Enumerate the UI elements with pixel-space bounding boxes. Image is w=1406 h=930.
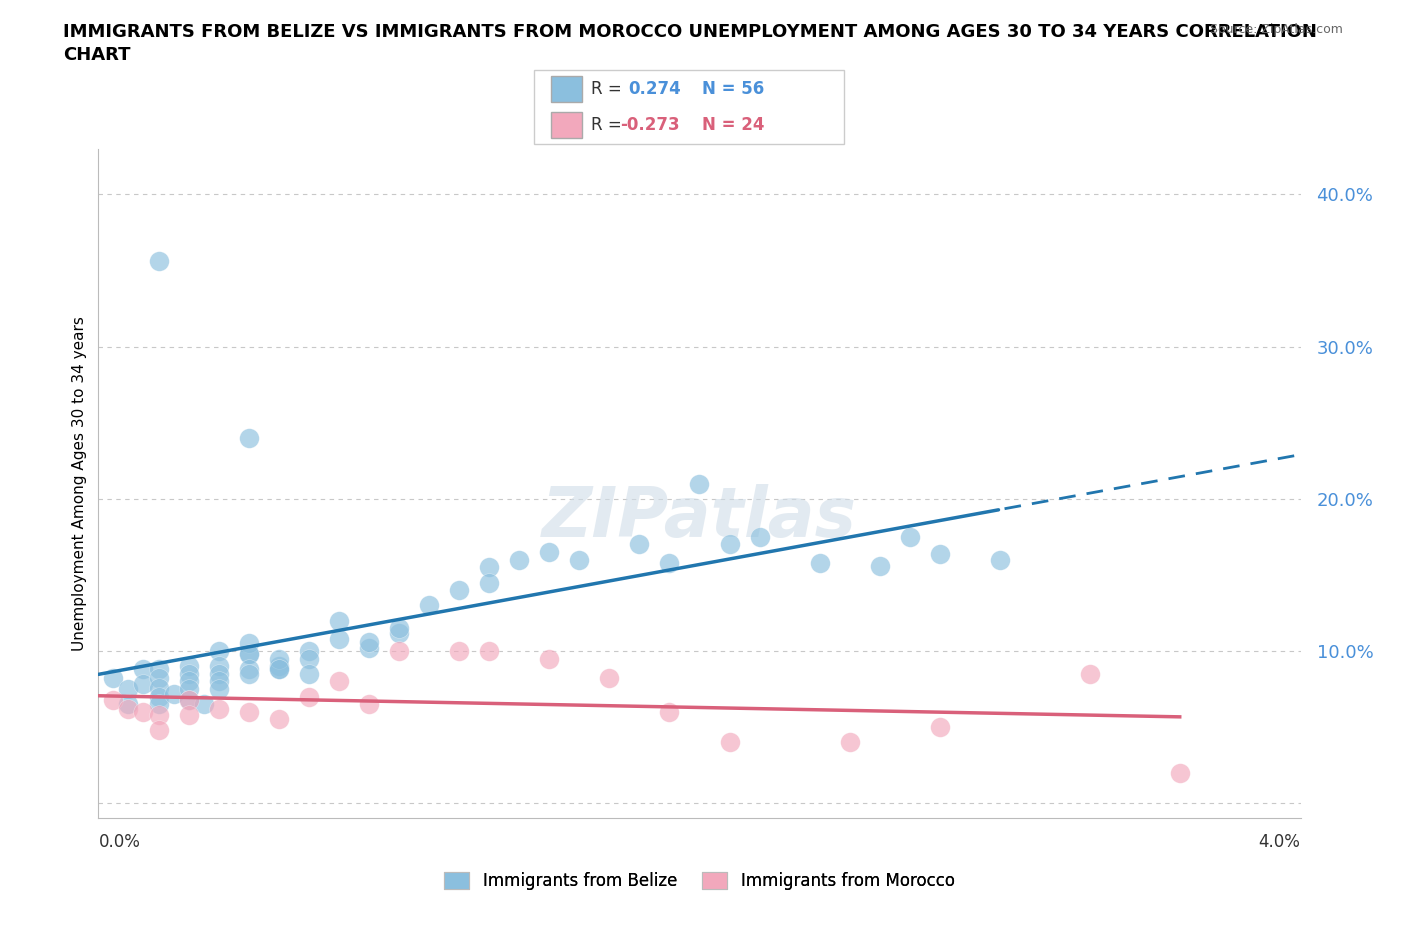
Point [478,560,501,575]
Point [928,720,950,735]
Point [162,686,184,701]
Point [598,671,620,685]
Text: 0.0%: 0.0% [98,832,141,851]
Point [148,689,170,704]
Point [748,529,770,544]
Text: Source: ZipAtlas.com: Source: ZipAtlas.com [1209,23,1343,36]
Point [208,658,231,673]
Text: IMMIGRANTS FROM BELIZE VS IMMIGRANTS FROM MOROCCO UNEMPLOYMENT AMONG AGES 30 TO : IMMIGRANTS FROM BELIZE VS IMMIGRANTS FRO… [63,23,1317,41]
Point [103,671,125,685]
Point [898,529,921,544]
Point [208,644,231,658]
Point [688,476,710,491]
Point [718,735,741,750]
Point [388,625,411,640]
Text: 0.274: 0.274 [628,80,682,98]
Point [238,662,260,677]
Point [447,644,470,658]
Text: 4.0%: 4.0% [1258,832,1301,851]
Point [103,692,125,707]
Point [267,662,290,677]
Point [148,723,170,737]
Point [658,704,681,719]
Point [148,662,170,677]
Point [328,674,350,689]
Point [298,651,321,666]
Point [177,667,200,682]
Point [238,646,260,661]
Point [177,708,200,723]
Text: N = 24: N = 24 [702,116,763,134]
Point [298,689,321,704]
Point [538,545,561,560]
Point [177,692,200,707]
Point [177,682,200,697]
Text: R =: R = [591,80,627,98]
Point [267,658,290,673]
Point [267,662,290,677]
Point [148,697,170,711]
Text: N = 56: N = 56 [702,80,763,98]
Point [267,651,290,666]
Text: R =: R = [591,116,627,134]
Point [208,682,231,697]
Point [117,701,139,716]
Text: ZIPatlas: ZIPatlas [541,484,858,551]
Point [177,692,200,707]
Point [568,552,591,567]
Point [357,634,380,649]
Point [718,537,741,551]
Point [208,701,231,716]
Point [988,552,1011,567]
Point [388,620,411,635]
Text: -0.273: -0.273 [620,116,679,134]
Point [208,667,231,682]
Point [132,677,155,692]
Point [267,712,290,727]
Point [388,644,411,658]
Point [238,646,260,661]
Point [478,644,501,658]
Point [508,552,530,567]
Point [357,641,380,656]
Point [148,671,170,685]
Point [117,682,139,697]
Point [132,662,155,677]
Point [177,674,200,689]
Y-axis label: Unemployment Among Ages 30 to 34 years: Unemployment Among Ages 30 to 34 years [72,316,87,651]
Point [177,658,200,673]
Point [148,254,170,269]
Point [193,697,215,711]
Point [132,704,155,719]
Point [148,680,170,695]
Point [117,697,139,711]
Point [238,636,260,651]
Legend: Immigrants from Belize, Immigrants from Morocco: Immigrants from Belize, Immigrants from … [437,866,962,897]
Point [1168,765,1191,780]
Point [447,583,470,598]
Point [418,598,440,613]
Point [238,431,260,445]
Point [328,631,350,646]
Point [538,651,561,666]
Point [838,735,860,750]
Text: CHART: CHART [63,46,131,64]
Point [478,575,501,590]
Point [357,697,380,711]
Point [238,667,260,682]
Point [869,558,891,573]
Point [1078,667,1101,682]
Point [298,667,321,682]
Point [628,537,651,551]
Point [328,613,350,628]
Point [238,704,260,719]
Point [208,674,231,689]
Point [928,546,950,561]
Point [298,644,321,658]
Point [148,708,170,723]
Point [658,555,681,570]
Point [808,555,831,570]
